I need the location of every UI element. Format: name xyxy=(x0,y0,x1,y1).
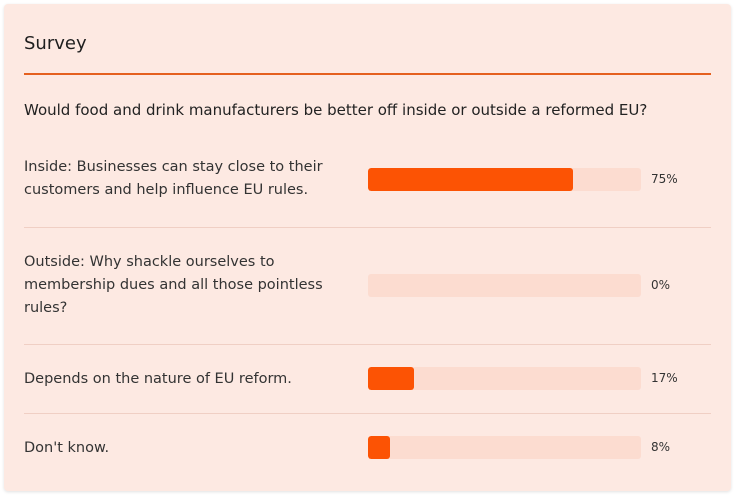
option-row[interactable]: Depends on the nature of EU reform. 17% xyxy=(24,345,711,414)
survey-title: Survey xyxy=(24,33,87,54)
result-bar-fill xyxy=(368,436,390,459)
result-bar-track xyxy=(368,274,641,297)
option-label: Depends on the nature of EU reform. xyxy=(24,371,292,387)
survey-card: Survey Would food and drink manufacturer… xyxy=(4,4,731,491)
option-label: Inside: Businesses can stay close to the… xyxy=(24,159,323,198)
survey-question: Would food and drink manufacturers be be… xyxy=(24,101,648,119)
option-row[interactable]: Outside: Why shackle ourselves to member… xyxy=(24,228,711,345)
result-bar-track xyxy=(368,367,641,390)
result-percent: 17% xyxy=(651,371,678,385)
result-bar-fill xyxy=(368,168,573,191)
result-percent: 75% xyxy=(651,172,678,186)
option-label: Outside: Why shackle ourselves to member… xyxy=(24,254,323,316)
result-bar-track xyxy=(368,168,641,191)
result-bar-track xyxy=(368,436,641,459)
result-percent: 8% xyxy=(651,440,671,454)
option-label: Don't know. xyxy=(24,440,110,456)
option-row[interactable]: Inside: Businesses can stay close to the… xyxy=(24,144,711,228)
survey-options: Inside: Businesses can stay close to the… xyxy=(24,144,711,482)
option-row[interactable]: Don't know. 8% xyxy=(24,414,711,482)
result-bar-fill xyxy=(368,367,415,390)
result-percent: 0% xyxy=(651,278,671,292)
survey-header: Survey xyxy=(24,4,711,75)
